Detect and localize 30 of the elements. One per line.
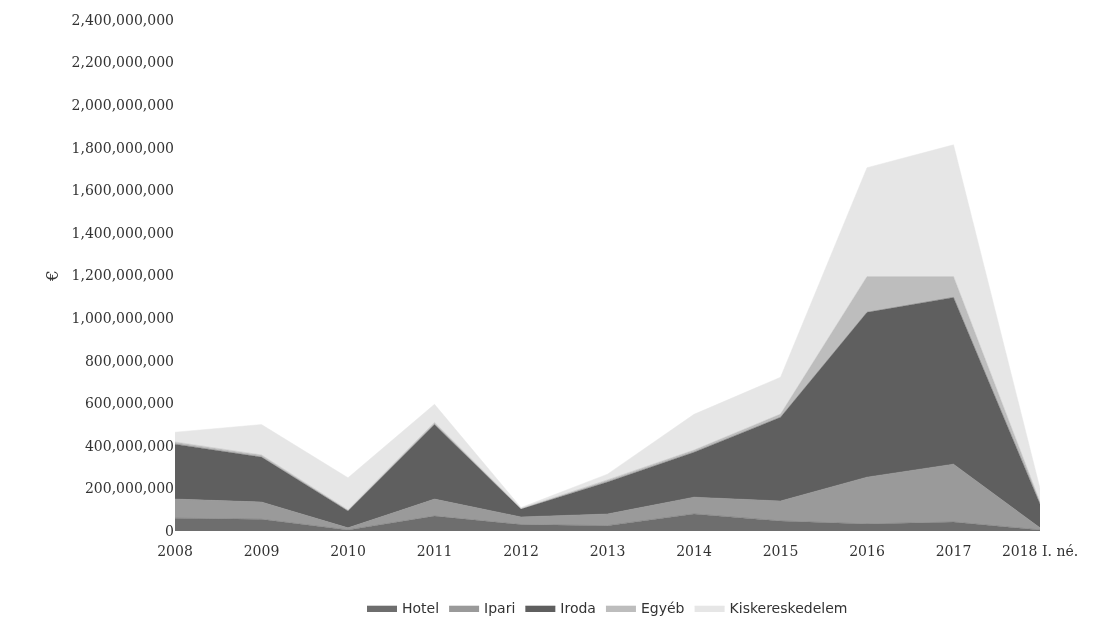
legend-label: Hotel — [402, 600, 440, 617]
y-tick-label: 1,600,000,000 — [71, 182, 174, 199]
y-tick-label: 2,000,000,000 — [71, 97, 174, 114]
x-tick-label: 2013 — [589, 543, 626, 559]
y-tick-label: 2,400,000,000 — [71, 11, 174, 28]
x-tick-label: 2017 — [935, 543, 972, 559]
y-tick-label: 1,800,000,000 — [71, 139, 174, 156]
legend-label: Ipari — [484, 600, 516, 617]
y-tick-label: 2,200,000,000 — [71, 54, 174, 71]
y-tick-label: 200,000,000 — [84, 480, 174, 497]
x-tick-label: 2015 — [762, 543, 799, 559]
x-tick-label: 2010 — [330, 543, 366, 559]
x-tick-label: 2016 — [849, 543, 885, 559]
y-tick-label: 1,000,000,000 — [71, 309, 174, 326]
y-tick-label: 0 — [165, 522, 174, 539]
legend-label: Iroda — [560, 600, 596, 617]
y-tick-label: 1,400,000,000 — [71, 224, 174, 241]
x-tick-label: 2011 — [416, 543, 453, 559]
x-tick-label: 2009 — [243, 543, 280, 559]
x-tick-label: 2018 I. né. — [1001, 543, 1079, 559]
legend-label: Egyéb — [640, 600, 685, 617]
y-tick-label: 600,000,000 — [84, 395, 174, 412]
y-tick-label: 1,200,000,000 — [71, 267, 174, 284]
y-axis-title: € — [42, 270, 63, 282]
x-tick-label: 2014 — [676, 543, 712, 559]
legend-label: Kiskereskedelem — [729, 600, 848, 617]
x-tick-label: 2012 — [503, 543, 539, 559]
y-tick-label: 800,000,000 — [84, 352, 174, 369]
y-tick-label: 400,000,000 — [84, 437, 174, 454]
x-tick-label: 2008 — [157, 543, 193, 559]
